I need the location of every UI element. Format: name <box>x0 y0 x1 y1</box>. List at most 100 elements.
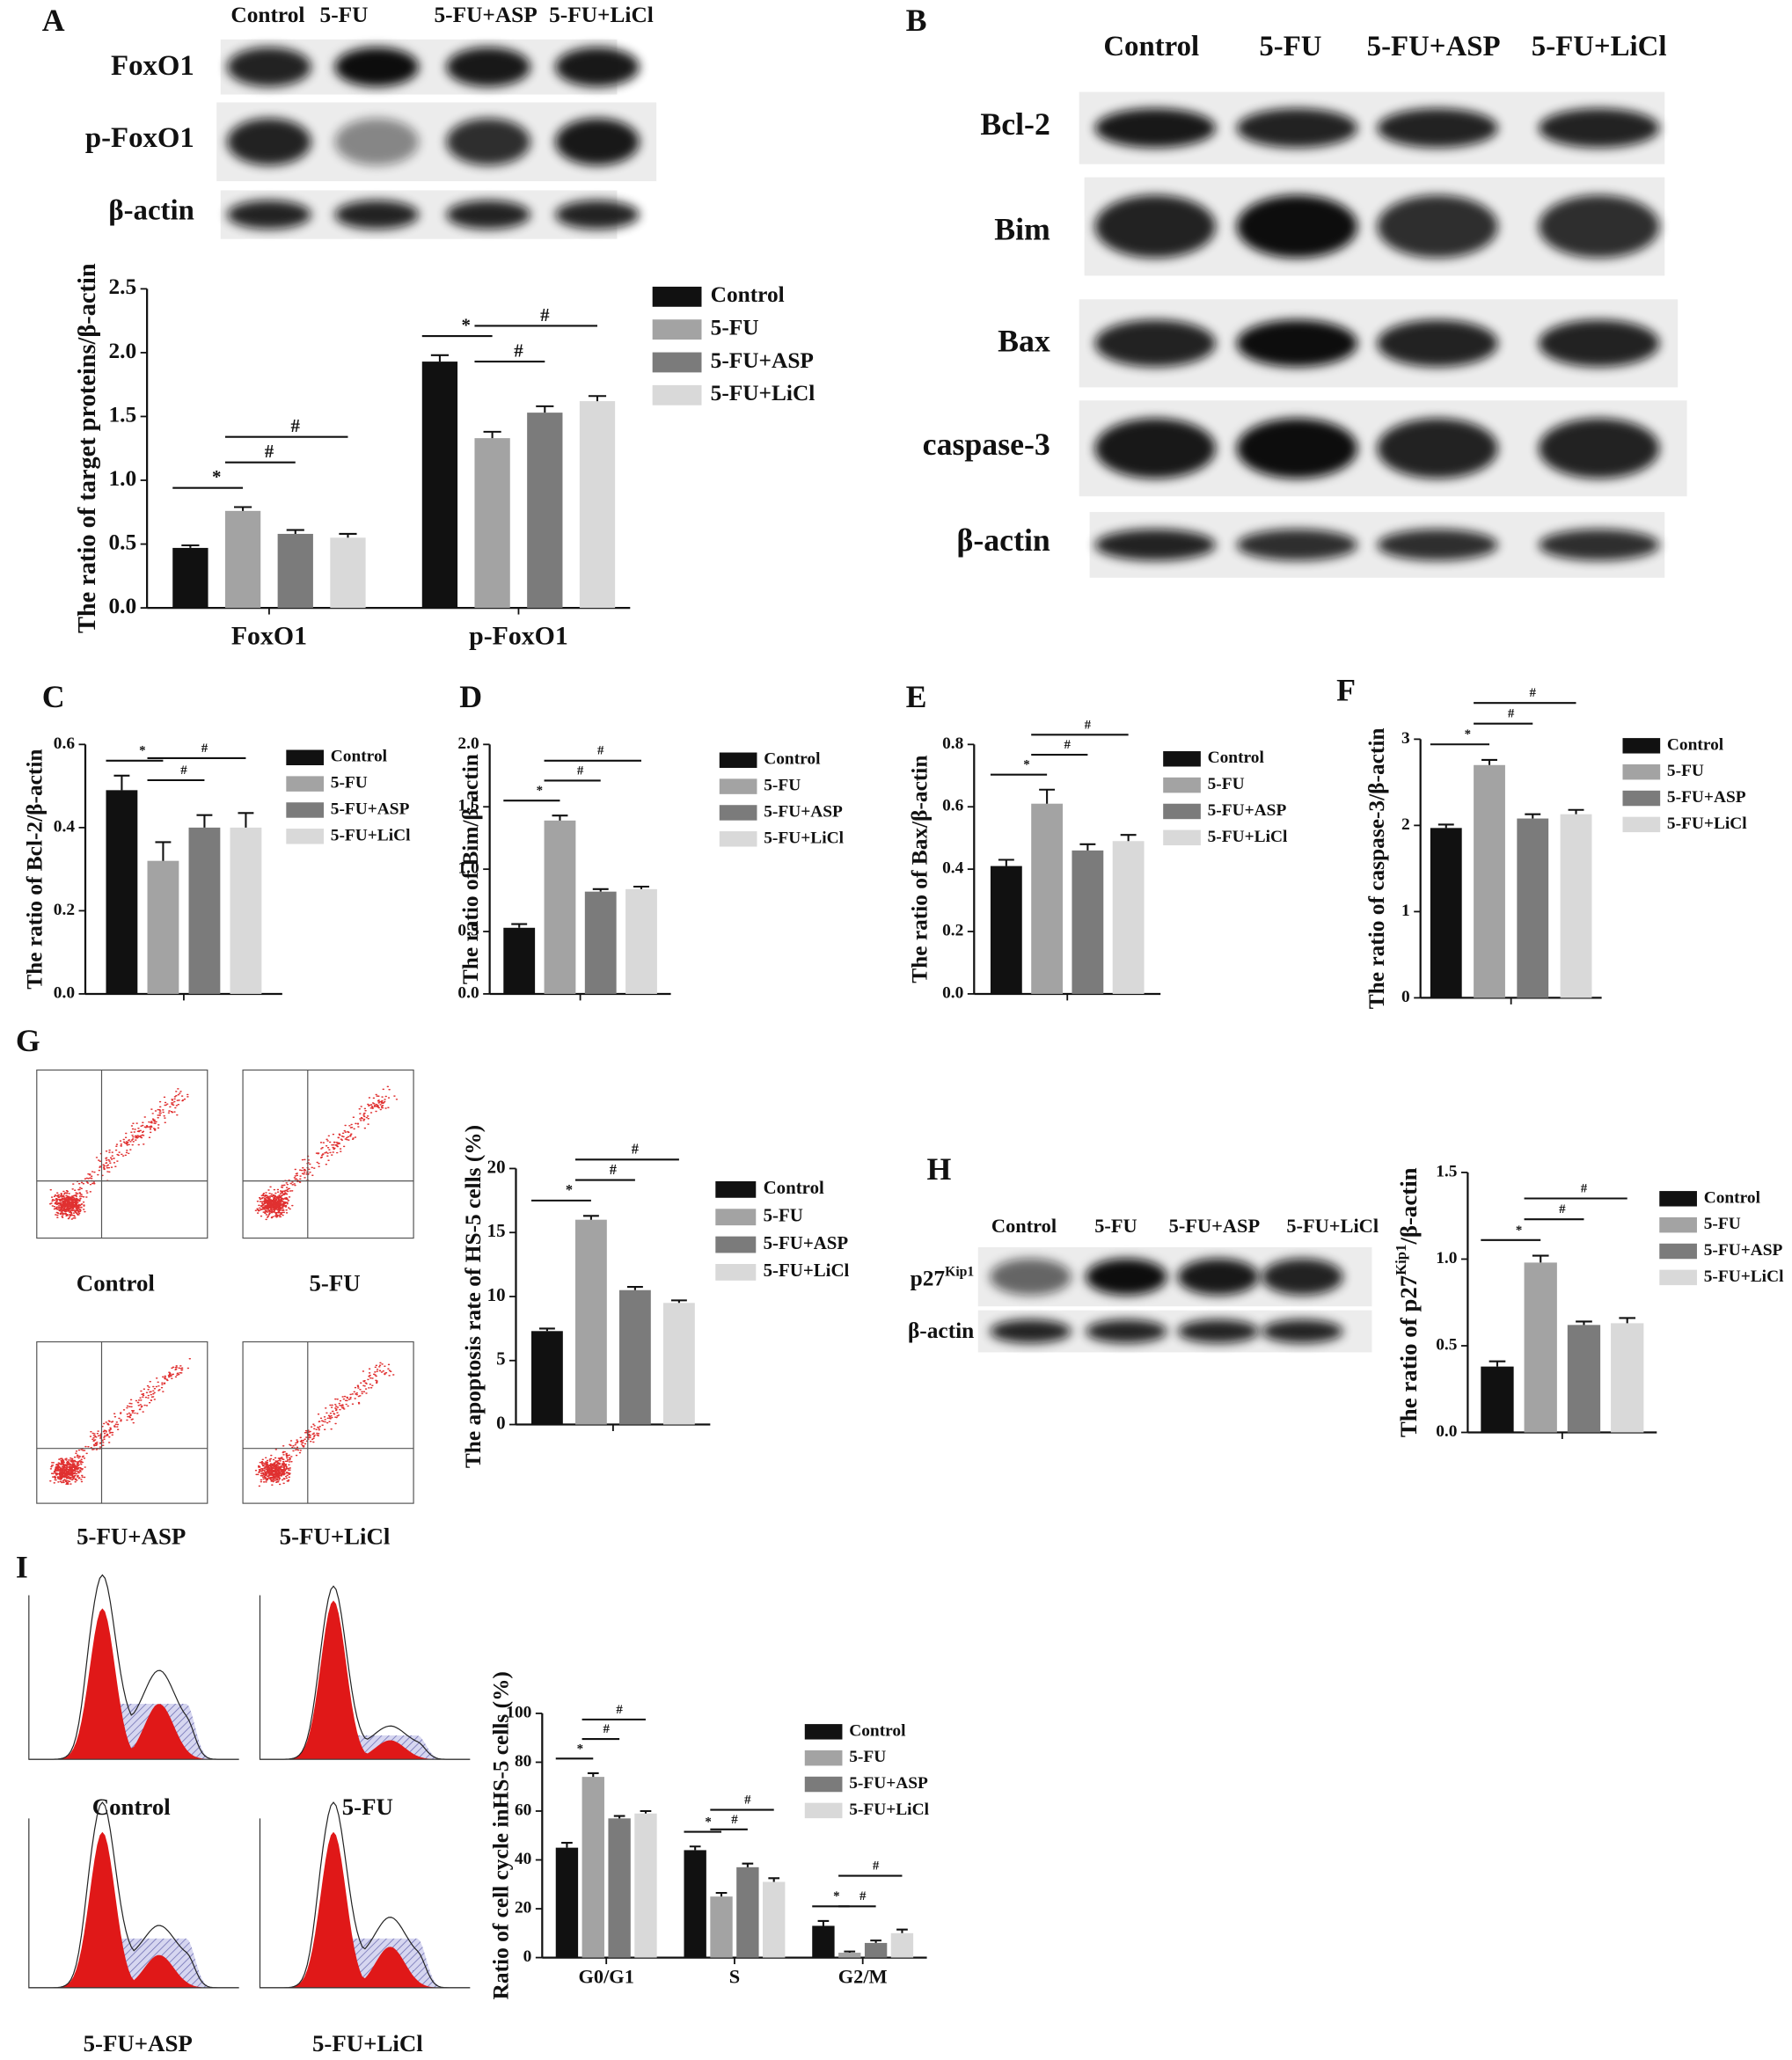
blot-row-label: caspase-3 <box>923 427 1050 462</box>
error-bar <box>561 1842 573 1848</box>
legend-swatch <box>1622 763 1661 780</box>
cc-axes <box>28 1818 239 1989</box>
y-axis-label: The ratio of Bax/β-actin <box>907 756 932 983</box>
lane-label: 5-FU+LiCl <box>1532 31 1667 62</box>
y-tick-label: 20 <box>515 1898 531 1917</box>
lane-label: 5-FU+ASP <box>1367 31 1501 62</box>
error-bar <box>582 1215 599 1220</box>
x-tick-label: G2/M <box>838 1966 888 1988</box>
y-axis-label-part: The ratio of p27 <box>1395 1275 1422 1437</box>
bar <box>812 1925 835 1958</box>
error-bar <box>715 1891 728 1897</box>
cc-outline <box>260 1801 471 1989</box>
blot-band <box>1377 108 1498 148</box>
blot-row-label: β-actin <box>108 194 194 226</box>
y-tick-label: 1.5 <box>1436 1162 1457 1180</box>
panel-letter: E <box>906 679 927 714</box>
y-axis-label: The ratio of target proteins/β-actin <box>74 263 101 633</box>
y-axis-label: The ratio of caspase-3/β-actin <box>1364 728 1389 1010</box>
legend-label: 5-FU+ASP <box>764 802 843 821</box>
bar <box>1481 1366 1514 1433</box>
legend-swatch <box>804 1724 843 1740</box>
sig-label: * <box>1023 758 1029 772</box>
sig-label: # <box>1530 686 1537 700</box>
lane-label: 5-FU+LiCl <box>1286 1215 1379 1237</box>
legend-label: 5-FU <box>711 315 759 340</box>
legend-swatch <box>1163 751 1201 767</box>
error-bar <box>234 506 252 511</box>
lane-label: 5-FU <box>1259 31 1321 62</box>
lane-label: Control <box>230 3 304 27</box>
blot-band <box>1094 529 1216 561</box>
legend-label: 5-FU+LiCl <box>764 829 844 847</box>
legend-swatch <box>804 1750 843 1766</box>
sig-label: * <box>566 1181 573 1198</box>
bar <box>421 362 458 609</box>
bar <box>634 1813 657 1958</box>
sig-label: * <box>1465 727 1471 741</box>
blot-row-label: p-FoxO1 <box>85 122 194 154</box>
error-bar <box>844 1950 856 1954</box>
bar <box>188 827 221 994</box>
blot-band <box>1236 319 1358 368</box>
legend-label: Control <box>764 1177 824 1198</box>
panel-letter: A <box>42 3 65 38</box>
error-bar <box>587 1771 599 1778</box>
legend-label: Control <box>711 282 785 307</box>
y-tick-label: 0.4 <box>942 859 964 878</box>
bar <box>172 547 208 609</box>
bar <box>890 1932 914 1958</box>
legend-swatch <box>804 1802 843 1819</box>
legend-label: 5-FU+LiCl <box>711 381 816 405</box>
blot-band <box>1538 529 1660 561</box>
blot-band <box>1377 194 1498 259</box>
y-tick-label: 0.5 <box>457 922 479 940</box>
blot-row-label: β-actin <box>908 1319 974 1343</box>
blot-band <box>446 118 530 166</box>
lane-label: 5-FU+ASP <box>1169 1215 1261 1237</box>
blot-band <box>1538 194 1660 259</box>
legend-label: Control <box>1667 735 1724 754</box>
legend-swatch <box>719 831 757 847</box>
bar <box>1560 814 1592 998</box>
y-axis-label-part: /β-actin <box>1395 1167 1422 1245</box>
legend-label: 5-FU+LiCl <box>1667 815 1747 833</box>
sig-label: # <box>873 1859 880 1874</box>
error-bar <box>817 1919 830 1926</box>
legend-swatch <box>1659 1243 1697 1260</box>
flow-dots <box>254 1085 399 1221</box>
bar <box>763 1881 786 1958</box>
legend-label: 5-FU <box>1208 775 1245 793</box>
error-bar <box>768 1877 780 1882</box>
legend-swatch <box>286 776 325 792</box>
sig-label: * <box>1516 1224 1522 1238</box>
error-bar <box>181 544 200 548</box>
blot-band <box>1236 108 1358 148</box>
lane-label: Control <box>1103 31 1199 62</box>
blot-band <box>1094 319 1216 368</box>
flow-caption: 5-FU+LiCl <box>280 1523 391 1550</box>
x-tick-label: p-FoxO1 <box>469 621 568 650</box>
panel-letter: I <box>16 1549 28 1584</box>
cc-axes <box>259 1818 471 1989</box>
blot-band <box>990 1319 1072 1344</box>
legend-label: 5-FU+ASP <box>1667 788 1746 807</box>
legend-label: 5-FU+LiCl <box>764 1260 850 1281</box>
y-tick-label: 0.0 <box>109 594 137 618</box>
blot-band <box>1177 1319 1260 1344</box>
blot-row-label: Bcl-2 <box>980 106 1050 142</box>
error-bar <box>870 1939 881 1943</box>
y-tick-label: 1.5 <box>457 797 479 815</box>
sig-label: # <box>1508 707 1515 721</box>
bar <box>1072 850 1104 994</box>
blot-band <box>227 47 311 87</box>
legend-swatch <box>1622 738 1661 754</box>
flow-dots <box>49 1358 191 1486</box>
bar <box>224 510 261 609</box>
panel-letter: C <box>42 679 65 714</box>
blot-band <box>1262 1319 1343 1344</box>
legend-swatch <box>1163 777 1201 793</box>
legend-swatch <box>1659 1269 1697 1286</box>
cc-caption: 5-FU+LiCl <box>312 2030 423 2056</box>
sig-label: # <box>514 340 523 361</box>
